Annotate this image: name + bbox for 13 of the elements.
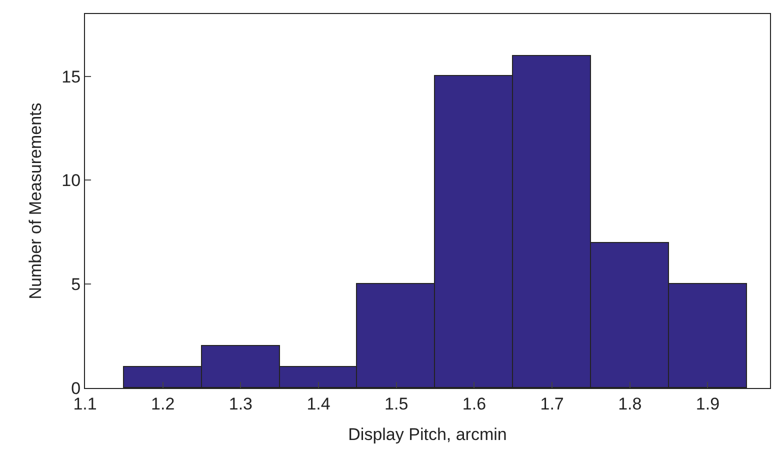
x-tick-label: 1.9 <box>696 394 720 414</box>
y-tick-label: 10 <box>62 171 81 190</box>
x-tick-label: 1.2 <box>151 394 175 414</box>
x-tick-label: 1.6 <box>462 394 486 414</box>
x-tick-label: 1.4 <box>306 394 330 414</box>
x-tick-label: 1.5 <box>384 394 408 414</box>
x-axis-title: Display Pitch, arcmin <box>348 424 507 444</box>
y-tick-label: 5 <box>71 275 81 294</box>
y-axis-title: Number of Measurements <box>26 102 46 300</box>
x-tick-label: 1.7 <box>540 394 564 414</box>
x-tick-label: 1.3 <box>228 394 252 414</box>
x-tick-label: 1.8 <box>618 394 642 414</box>
y-tick-label: 15 <box>62 67 81 86</box>
